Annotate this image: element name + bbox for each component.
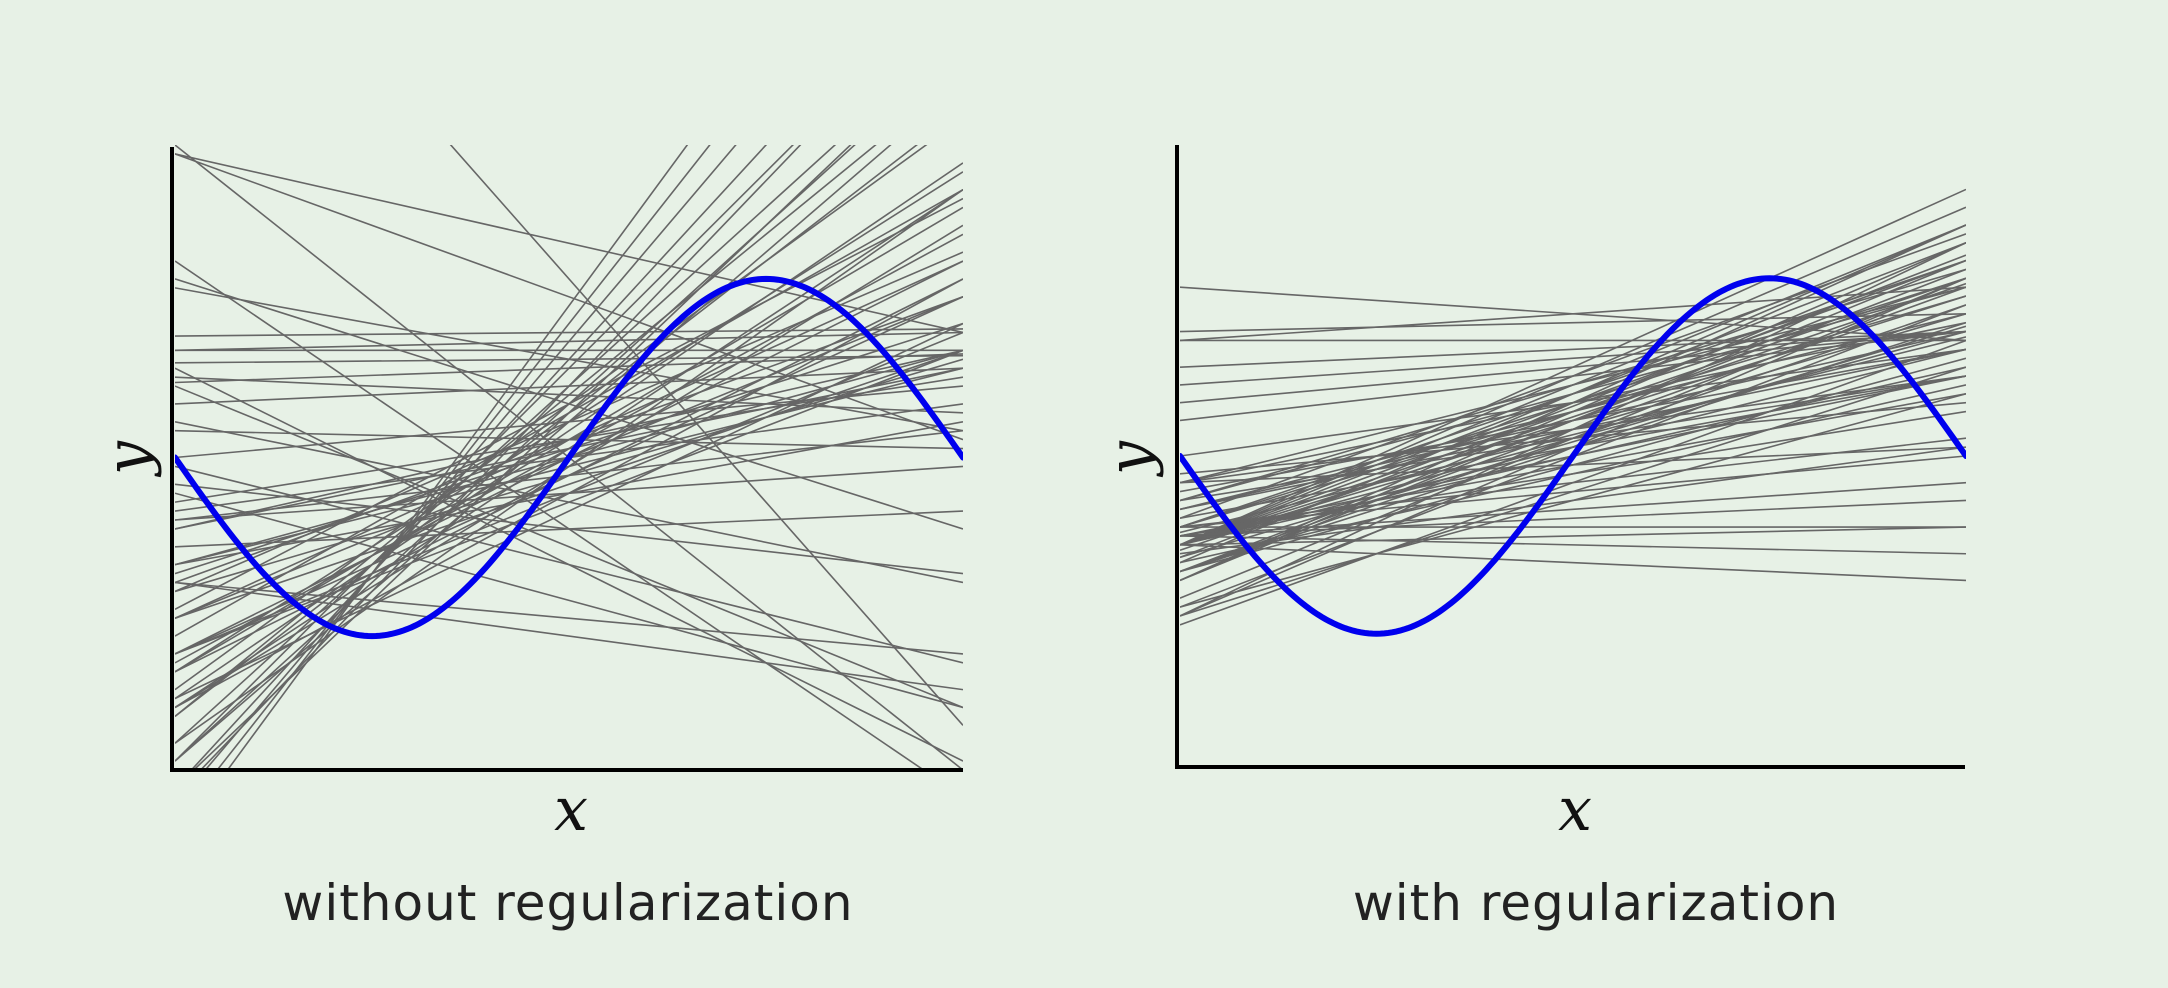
sample-line bbox=[1180, 348, 1966, 493]
sample-lines-group bbox=[1180, 188, 1966, 626]
sample-line bbox=[175, 188, 963, 637]
sample-line bbox=[175, 349, 963, 619]
sample-line bbox=[1180, 325, 1966, 559]
sample-line bbox=[1180, 282, 1966, 551]
sample-line bbox=[175, 385, 963, 459]
sample-line bbox=[175, 421, 963, 584]
sample-line bbox=[1180, 348, 1966, 457]
sample-line bbox=[1180, 499, 1966, 537]
sample-line bbox=[175, 581, 963, 655]
x-axis-label: x bbox=[554, 775, 588, 845]
sample-line bbox=[175, 328, 963, 337]
x-axis-label: x bbox=[1558, 775, 1592, 845]
sample-line bbox=[1180, 410, 1966, 537]
panel-with-regularization: x y with regularization bbox=[1095, 145, 1966, 932]
panel-without-regularization: x y without regularization bbox=[93, 145, 963, 932]
sample-line bbox=[1180, 526, 1966, 546]
sample-line bbox=[175, 385, 963, 709]
sample-line bbox=[175, 581, 963, 691]
sample-line bbox=[1180, 330, 1966, 422]
sample-line bbox=[1180, 286, 1966, 342]
sample-lines-group bbox=[175, 145, 963, 770]
sample-line bbox=[1180, 401, 1966, 475]
sample-line bbox=[175, 367, 963, 530]
true-function-group bbox=[175, 275, 963, 640]
panel-caption: without regularization bbox=[282, 874, 853, 932]
sample-line bbox=[175, 322, 963, 700]
sample-line bbox=[1180, 535, 1966, 555]
y-axis-label: y bbox=[93, 440, 163, 478]
sample-line bbox=[175, 153, 963, 441]
sample-line bbox=[1180, 330, 1966, 404]
sample-line bbox=[175, 429, 963, 450]
sample-line bbox=[175, 278, 963, 530]
sample-line bbox=[175, 260, 926, 770]
sample-line bbox=[216, 145, 711, 770]
sample-line bbox=[1180, 481, 1966, 537]
sample-line bbox=[1180, 277, 1966, 617]
sample-line bbox=[1180, 544, 1966, 582]
sample-line bbox=[1180, 224, 1966, 564]
sample-line bbox=[1180, 393, 1966, 608]
sample-line bbox=[449, 145, 963, 726]
sample-line bbox=[175, 420, 963, 566]
sample-line bbox=[1180, 339, 1966, 626]
panel-caption: with regularization bbox=[1353, 874, 1839, 932]
true-function-curve bbox=[1180, 275, 1966, 637]
sample-line bbox=[175, 287, 963, 432]
y-axis-label: y bbox=[1095, 440, 1165, 478]
sample-line bbox=[175, 429, 963, 521]
sample-line bbox=[1180, 313, 1966, 333]
sample-line bbox=[1180, 330, 1966, 368]
true-function-group bbox=[1180, 275, 1966, 637]
sample-line bbox=[175, 353, 963, 384]
sample-line bbox=[1180, 366, 1966, 617]
sample-line bbox=[175, 367, 963, 405]
sample-line bbox=[1180, 348, 1966, 511]
true-function-curve bbox=[175, 275, 963, 640]
sample-line bbox=[175, 331, 963, 352]
sample-line bbox=[175, 367, 963, 566]
sample-line bbox=[1180, 336, 1966, 534]
